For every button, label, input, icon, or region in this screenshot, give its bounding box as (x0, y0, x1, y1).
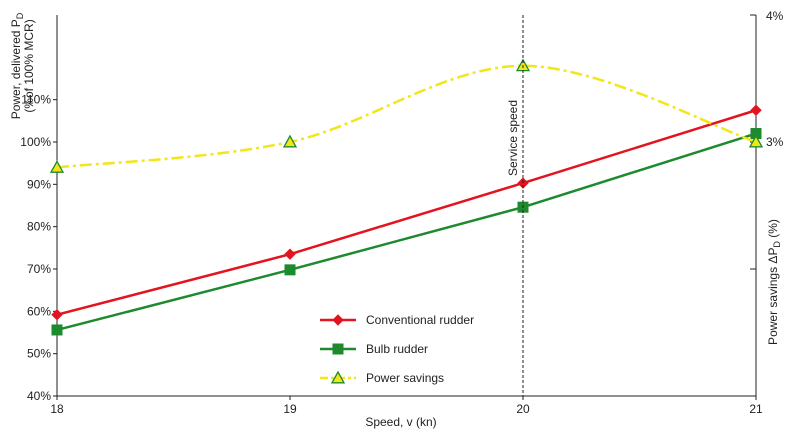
legend-marker (332, 314, 344, 326)
y-axis-label-unit: (%of 100% MCR) (22, 19, 36, 112)
y-axis-label-main: Power, delivered P (9, 19, 23, 119)
series-line (56, 64, 757, 169)
right-axis-label-main: Power savings ΔP (766, 248, 780, 345)
legend-item: Conventional rudder (320, 313, 474, 327)
right-axis-label-subscript: D (772, 241, 782, 248)
y-tick-label: 60% (27, 304, 51, 318)
data-point (49, 160, 65, 173)
legend-item: Bulb rudder (320, 342, 428, 356)
legend-item: Power savings (320, 370, 444, 385)
data-point (284, 248, 296, 260)
x-tick-label: 20 (516, 402, 530, 416)
service-speed-label: Service speed (506, 100, 520, 176)
right-tick-label: 4% (766, 9, 784, 23)
y-tick-label: 80% (27, 220, 51, 234)
legend-label: Conventional rudder (366, 313, 474, 327)
y-tick-label: 110% (21, 93, 51, 107)
right-axis-label-unit: (%) (766, 219, 780, 241)
y-tick-label: 50% (27, 347, 51, 361)
data-point (284, 264, 296, 276)
axes (56, 15, 757, 397)
series-conventional-rudder (51, 104, 762, 321)
data-point (750, 104, 762, 116)
series-line (56, 132, 757, 332)
y-tick-label: 100% (20, 135, 51, 149)
svg-text:Power savings ΔPD (%): Power savings ΔPD (%) (766, 219, 782, 345)
x-axis-ticks: 18 19 20 21 (50, 396, 763, 416)
service-speed-annotation: Service speed (506, 15, 524, 396)
x-tick-label: 21 (749, 402, 763, 416)
data-point (282, 134, 298, 148)
x-tick-label: 19 (283, 402, 297, 416)
right-axis-label: Power savings ΔPD (%) (766, 219, 782, 345)
svg-text:Power, delivered PD: Power, delivered PD (9, 12, 25, 119)
legend-label: Bulb rudder (366, 342, 428, 356)
data-point (51, 324, 63, 336)
x-axis-label: Speed, v (kn) (365, 415, 436, 429)
right-tick-label: 3% (766, 135, 784, 149)
x-tick-label: 18 (50, 402, 64, 416)
series-power-savings (49, 58, 764, 173)
legend-label: Power savings (366, 371, 444, 385)
y-axis-label-subscript: D (15, 12, 25, 19)
left-axis-ticks: 40% 50% 60% 70% 80% 90% 100% 110% (20, 93, 57, 403)
y-tick-label: 40% (27, 389, 51, 403)
legend-marker (332, 343, 344, 355)
y-tick-label: 70% (27, 262, 51, 276)
legend: Conventional rudder Bulb rudder Power savi… (320, 313, 474, 385)
data-point (51, 309, 63, 321)
series-layer (49, 58, 764, 336)
series-line (56, 109, 757, 316)
y-axis-label: Power, delivered PD (%of 100% MCR) (9, 12, 36, 119)
legend-marker (330, 370, 346, 384)
y-tick-label: 90% (27, 177, 51, 191)
data-point (748, 134, 764, 148)
right-axis-ticks: 3% 4% (750, 9, 784, 397)
data-point (517, 177, 529, 189)
